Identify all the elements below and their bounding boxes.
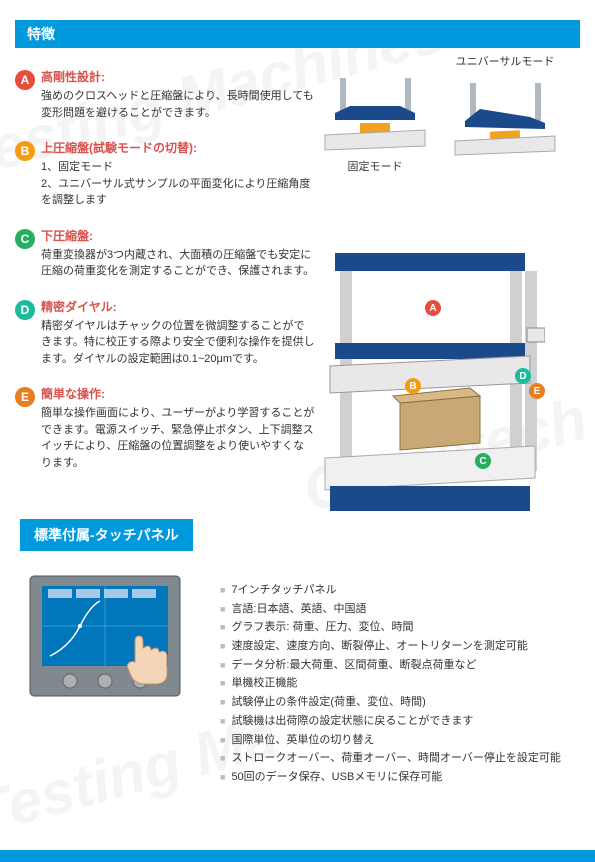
universal-mode-icon — [445, 73, 565, 163]
badge-e: E — [15, 387, 35, 407]
spec-item: 国際単位、英単位の切り替え — [220, 731, 580, 750]
feature-title: 高剛性設計: — [41, 68, 315, 86]
spec-item: 単機校正機能 — [220, 674, 580, 693]
callout-d: D — [515, 368, 531, 384]
spec-item: 試験停止の条件設定(荷重、変位、時間) — [220, 693, 580, 712]
spec-item: 7インチタッチパネル — [220, 581, 580, 600]
touchpanel-illustration — [20, 571, 200, 787]
spec-item: 速度設定、速度方向、断裂停止、オートリターンを測定可能 — [220, 637, 580, 656]
spec-item: ストロークオーバー、荷重オーバー、時間オーバー停止を設定可能 — [220, 749, 580, 768]
machine-illustration: A B C D E — [315, 248, 545, 528]
spec-item: グラフ表示: 荷重、圧力、変位、時間 — [220, 618, 580, 637]
spec-item: 言語:日本語、英語、中国語 — [220, 600, 580, 619]
spec-item: 試験機は出荷際の設定状態に戻ることができます — [220, 712, 580, 731]
feature-desc: 荷重変換器が3つ内蔵され、大面積の圧縮盤でも安定に圧縮の荷重変化を測定することが… — [41, 247, 315, 280]
section-header-touchpanel: 標準付属-タッチパネル — [20, 519, 193, 551]
section-header-features: 特徴 — [15, 20, 580, 48]
features-list: A 高剛性設計: 強めのクロスヘッドと圧縮盤により、長時間使用しても変形問題を避… — [15, 68, 315, 489]
badge-c: C — [15, 229, 35, 249]
badge-b: B — [15, 141, 35, 161]
feature-title: 上圧縮盤(試験モードの切替): — [41, 139, 315, 157]
callout-a: A — [425, 300, 441, 316]
badge-d: D — [15, 300, 35, 320]
callout-b: B — [405, 378, 421, 394]
feature-title: 下圧縮盤: — [41, 227, 315, 245]
fixed-mode-icon — [315, 68, 435, 158]
fixed-mode-label: 固定モード — [315, 158, 435, 174]
feature-desc: 簡単な操作画面により、ユーザーがより学習することができます。電源スイッチ、緊急停… — [41, 405, 315, 471]
spec-item: 50回のデータ保存、USBメモリに保存可能 — [220, 768, 580, 787]
footer-bar — [0, 850, 595, 862]
spec-item: データ分析:最大荷重、区間荷重、断裂点荷重など — [220, 656, 580, 675]
spec-list: 7インチタッチパネル 言語:日本語、英語、中国語 グラフ表示: 荷重、圧力、変位… — [200, 571, 580, 787]
callout-e: E — [529, 383, 545, 399]
feature-desc: 精密ダイヤルはチャックの位置を微調整することができます。特に校正する際より安全で… — [41, 318, 315, 368]
feature-desc: 1、固定モード 2、ユニバーサル式サンプルの平面変化により圧縮角度を調整します — [41, 159, 315, 209]
feature-desc: 強めのクロスヘッドと圧縮盤により、長時間使用しても変形問題を避けることができます… — [41, 88, 315, 121]
universal-mode-label: ユニバーサルモード — [445, 53, 565, 69]
callout-c: C — [475, 453, 491, 469]
feature-title: 簡単な操作: — [41, 385, 315, 403]
feature-title: 精密ダイヤル: — [41, 298, 315, 316]
badge-a: A — [15, 70, 35, 90]
